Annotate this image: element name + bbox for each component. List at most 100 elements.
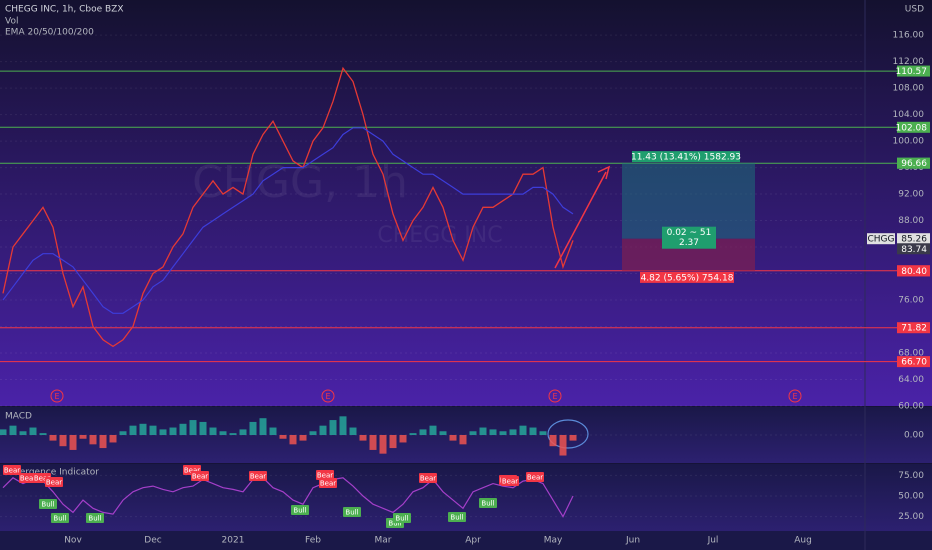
macd-bar: [119, 431, 127, 435]
y-tick-label: 64.00: [898, 375, 924, 385]
entry-label: 2.37: [679, 238, 699, 248]
signal-tag: [526, 472, 544, 482]
level-tag: [897, 322, 930, 334]
earnings-marker: [548, 389, 562, 403]
macd-bar: [19, 431, 27, 435]
target-tag: [632, 151, 740, 163]
highlight-circle: [547, 419, 589, 449]
macd-bar: [109, 435, 117, 443]
symbol-label: CHGG: [868, 235, 895, 245]
signal-tag: [249, 471, 267, 481]
macd-bar: [219, 431, 227, 435]
x-tick-label: Nov: [64, 536, 82, 546]
signal-tag: [319, 478, 337, 488]
level-tag: [897, 157, 930, 169]
macd-bar: [459, 435, 467, 445]
y-tick-label: 112.00: [893, 57, 925, 67]
x-tick-label: Jun: [625, 536, 640, 546]
signal-label: Bear: [20, 475, 36, 483]
entry-label: 0.02 ~ 51: [667, 228, 712, 238]
macd-bar: [409, 433, 417, 435]
signal-tag: [39, 499, 57, 509]
signal-label: Bull: [395, 515, 408, 523]
ema-label: EMA 20/50/100/200: [5, 28, 94, 38]
signal-tag: [45, 477, 63, 487]
macd-bar: [289, 435, 297, 445]
y-tick-label: 104.00: [893, 110, 925, 120]
earnings-label: E: [54, 392, 59, 401]
signal-tag: [343, 507, 361, 517]
macd-bar: [209, 427, 217, 435]
signal-tag: [501, 476, 519, 486]
title: CHEGG INC, 1h, Cboe BZX: [5, 5, 124, 15]
signal-label: Bear: [46, 479, 62, 487]
y-tick-label: 68.00: [898, 349, 924, 359]
signal-tag: [393, 513, 411, 523]
signal-label: Bear: [34, 475, 50, 483]
macd-bar: [539, 431, 547, 435]
macd-bar: [179, 423, 187, 435]
level-tag: [897, 243, 930, 255]
main-bg: [0, 0, 932, 406]
macd-title: MACD: [5, 412, 32, 422]
earnings-label: E: [792, 392, 797, 401]
arrow-head: [597, 165, 611, 180]
macd-bar: [279, 435, 287, 439]
macd-bar: [319, 425, 327, 435]
signal-label: Bear: [317, 472, 333, 480]
signal-label: Bear: [527, 474, 543, 482]
macd-bar: [369, 435, 377, 450]
macd-bar: [469, 431, 477, 435]
series-line: [2, 127, 574, 314]
signal-tag: [448, 512, 466, 522]
macd-bar: [429, 425, 437, 435]
macd-bar: [349, 427, 357, 435]
macd-bar: [439, 431, 447, 435]
symbol-tag: [867, 233, 895, 245]
macd-bar: [379, 435, 387, 454]
signal-label: Bear: [4, 467, 20, 475]
level-label: 71.82: [901, 324, 927, 334]
signal-tag: [316, 470, 334, 480]
indicator-line: [2, 477, 574, 518]
macd-bar: [519, 425, 527, 435]
signal-tag: [191, 471, 209, 481]
macd-bar: [479, 427, 487, 435]
macd-bar: [239, 429, 247, 435]
level-label: 80.40: [901, 267, 927, 277]
macd-bar: [419, 429, 427, 435]
x-tick-label: May: [544, 536, 563, 546]
y-tick-label: 60.00: [898, 402, 924, 412]
currency: USD: [905, 5, 924, 15]
x-tick-label: Jul: [707, 536, 719, 546]
signal-label: Bear: [250, 473, 266, 481]
signal-label: Bull: [88, 515, 101, 523]
signal-label: Bear: [184, 467, 200, 475]
macd-bar: [529, 427, 537, 435]
y-tick-label: 75.00: [898, 471, 924, 481]
macd-bar: [199, 421, 207, 435]
macd-bar: [549, 435, 557, 447]
macd-bar: [0, 429, 7, 435]
div-title: Divergence Indicator: [5, 468, 99, 478]
level-tag: [897, 65, 930, 77]
signal-label: Bull: [345, 509, 358, 517]
x-tick-label: Apr: [465, 536, 481, 546]
macd-bar: [569, 435, 577, 441]
stop-label: 4.82 (5.65%) 754.18: [641, 273, 734, 283]
signal-tag: [51, 513, 69, 523]
signal-label: Bull: [481, 500, 494, 508]
x-tick-label: Mar: [375, 536, 392, 546]
x-tick-label: Dec: [144, 536, 161, 546]
y-tick-label: 25.00: [898, 512, 924, 522]
level-label: 110.57: [896, 67, 928, 77]
macd-bar: [389, 435, 397, 449]
y-tick-label: 92.00: [898, 190, 924, 200]
level-label: 96.66: [901, 159, 927, 169]
signal-tag: [479, 498, 497, 508]
y-tick-label: 76.00: [898, 296, 924, 306]
macd-bar: [29, 427, 37, 435]
macd-bar: [69, 435, 77, 450]
macd-bar: [259, 418, 267, 435]
